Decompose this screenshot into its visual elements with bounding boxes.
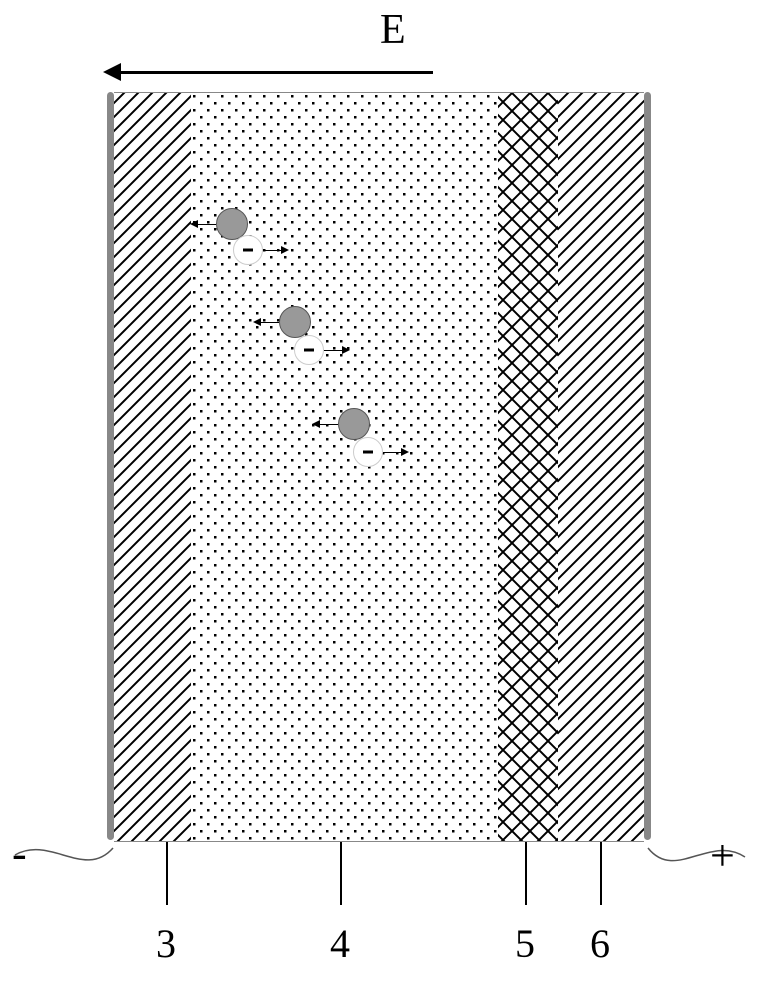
minus-icon bbox=[304, 349, 314, 352]
arrow-left-icon bbox=[190, 220, 198, 228]
arrow-right-icon bbox=[342, 346, 350, 354]
diagram-canvas: E - + bbox=[0, 0, 763, 1000]
minus-icon bbox=[243, 249, 253, 252]
arrow-left-icon bbox=[253, 318, 261, 326]
arrow-shaft bbox=[263, 250, 281, 251]
arrow-shaft bbox=[320, 424, 338, 425]
arrow-right-icon bbox=[281, 246, 289, 254]
electrode-right bbox=[644, 92, 651, 840]
layer-3 bbox=[114, 92, 191, 842]
arrow-shaft bbox=[383, 452, 401, 453]
field-label: E bbox=[380, 6, 406, 54]
callout-line bbox=[525, 842, 527, 905]
arrow-shaft bbox=[324, 350, 342, 351]
electron-particle bbox=[294, 335, 324, 365]
minus-icon bbox=[363, 451, 373, 454]
terminal-minus: - bbox=[12, 828, 27, 879]
terminal-plus: + bbox=[710, 830, 735, 881]
field-arrow-head bbox=[103, 63, 121, 81]
layer-5 bbox=[498, 92, 558, 842]
layer-4 bbox=[191, 92, 498, 842]
field-arrow-shaft bbox=[120, 71, 433, 74]
electrode-left bbox=[107, 92, 114, 840]
arrow-right-icon bbox=[401, 448, 409, 456]
callout-label-5: 5 bbox=[515, 920, 535, 967]
callout-label-3: 3 bbox=[156, 920, 176, 967]
callout-label-4: 4 bbox=[330, 920, 350, 967]
arrow-shaft bbox=[261, 322, 279, 323]
callout-line bbox=[340, 842, 342, 905]
callout-line bbox=[600, 842, 602, 905]
arrow-shaft bbox=[198, 224, 216, 225]
electron-particle bbox=[353, 437, 383, 467]
hole-particle bbox=[338, 408, 370, 440]
hole-particle bbox=[279, 306, 311, 338]
arrow-left-icon bbox=[312, 420, 320, 428]
callout-line bbox=[166, 842, 168, 905]
callout-label-6: 6 bbox=[590, 920, 610, 967]
layer-6 bbox=[558, 92, 644, 842]
electron-particle bbox=[233, 235, 263, 265]
